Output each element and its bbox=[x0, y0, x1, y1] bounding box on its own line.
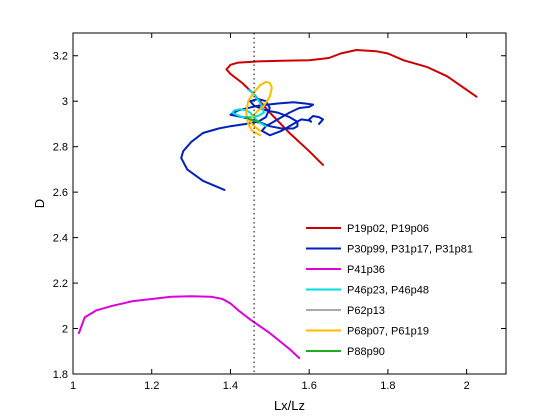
y-tick-label: 3 bbox=[62, 96, 68, 108]
y-tick-label: 2.8 bbox=[53, 142, 68, 154]
legend-entry-7: P88p90 bbox=[347, 346, 385, 358]
legend-entry-3: P41p36 bbox=[347, 264, 385, 276]
x-tick-label: 1.4 bbox=[223, 380, 238, 392]
x-tick-label: 1.8 bbox=[380, 380, 395, 392]
series-line-7 bbox=[245, 116, 259, 124]
plot-frame bbox=[72, 32, 507, 375]
legend: P19p02, P19p06 P30p99, P31p17, P31p81 P41p… bbox=[306, 223, 473, 358]
y-tick-label: 2 bbox=[62, 324, 68, 336]
legend-entry-2: P30p99, P31p17, P31p81 bbox=[347, 244, 473, 256]
plot-area bbox=[73, 33, 506, 374]
legend-entry-6: P68p07, P61p19 bbox=[347, 326, 429, 338]
legend-entry-4: P46p23, P46p48 bbox=[347, 285, 429, 297]
y-tick-label: 2.6 bbox=[53, 187, 68, 199]
legend-entry-5: P62p13 bbox=[347, 305, 385, 317]
series-line-4 bbox=[231, 88, 267, 128]
y-tick-label: 3.2 bbox=[53, 51, 68, 63]
y-axis-label: D bbox=[32, 199, 47, 208]
x-tick-label: 1.6 bbox=[302, 380, 317, 392]
x-axis-label: Lx/Lz bbox=[274, 398, 305, 413]
legend-entry-1: P19p02, P19p06 bbox=[347, 223, 429, 235]
y-tick-label: 2.2 bbox=[53, 278, 68, 290]
series-line-3 bbox=[77, 295, 301, 360]
x-tick-label: 1 bbox=[70, 380, 76, 392]
y-tick-label: 1.8 bbox=[53, 369, 68, 381]
series-layer bbox=[77, 49, 478, 360]
y-tick-label: 2.4 bbox=[53, 233, 68, 245]
tick-layer: 1 1.2 1.4 1.6 1.8 2 1.8 2 2.2 2.4 2.6 2.8 3 3.2 bbox=[53, 33, 506, 392]
x-tick-label: 2 bbox=[464, 380, 470, 392]
x-tick-label: 1.2 bbox=[144, 380, 159, 392]
